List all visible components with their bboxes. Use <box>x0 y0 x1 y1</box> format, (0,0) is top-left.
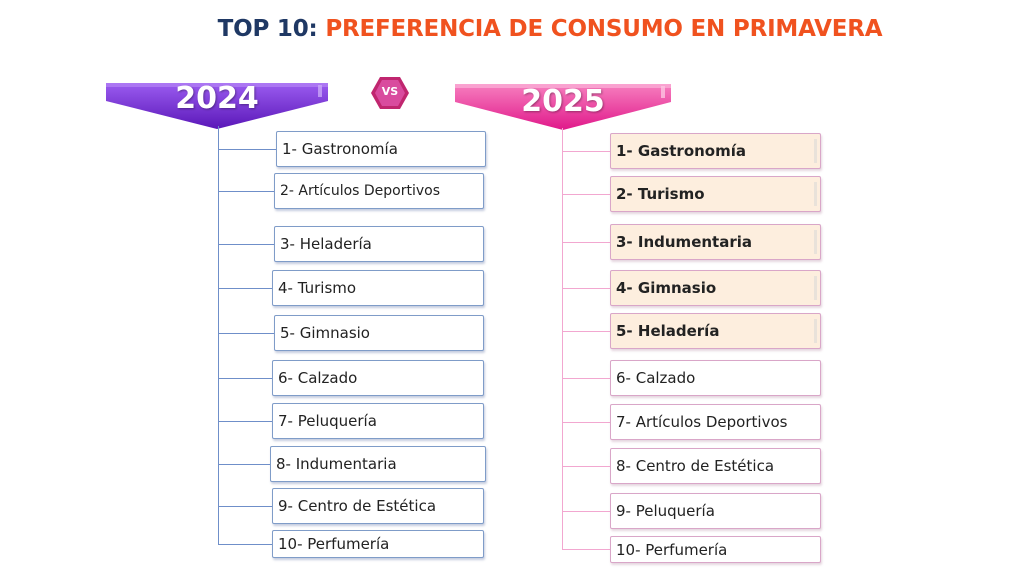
rank-2024-item-3: 3- Heladería <box>274 226 484 262</box>
connector-2025-6 <box>562 378 610 379</box>
connector-2024-10 <box>218 544 272 545</box>
rank-2025-item-2: 2- Turismo <box>610 176 821 212</box>
rank-2024-item-10: 10- Perfumería <box>272 530 484 558</box>
connector-2024-8 <box>218 464 270 465</box>
connector-2025-10 <box>562 549 610 550</box>
rank-2025-item-7: 7- Artículos Deportivos <box>610 404 821 440</box>
rank-2024-item-6: 6- Calzado <box>272 360 484 396</box>
title-main: PREFERENCIA DE CONSUMO EN PRIMAVERA <box>325 16 883 42</box>
connector-2024-4 <box>218 288 272 289</box>
connector-trunk-2024 <box>218 126 219 545</box>
year-2024-label: 2024 <box>175 81 259 116</box>
page-title: TOP 10: PREFERENCIA DE CONSUMO EN PRIMAV… <box>0 16 1024 42</box>
banner-2025: 2025 <box>455 80 671 132</box>
connector-2024-3 <box>218 244 274 245</box>
banner-2024: 2024 <box>106 77 328 129</box>
year-2025-label: 2025 <box>521 84 605 119</box>
connector-2024-7 <box>218 421 272 422</box>
connector-2025-9 <box>562 511 610 512</box>
rank-2024-item-8: 8- Indumentaria <box>270 446 486 482</box>
rank-2025-item-9: 9- Peluquería <box>610 493 821 529</box>
rank-2024-item-7: 7- Peluquería <box>272 403 484 439</box>
rank-2025-item-1: 1- Gastronomía <box>610 133 821 169</box>
rank-2024-item-9: 9- Centro de Estética <box>272 488 484 524</box>
rank-2025-item-8: 8- Centro de Estética <box>610 448 821 484</box>
connector-2025-2 <box>562 194 610 195</box>
connector-2025-5 <box>562 331 610 332</box>
rank-2024-item-1: 1- Gastronomía <box>276 131 486 167</box>
connector-2025-8 <box>562 466 610 467</box>
rank-2024-item-2: 2- Artículos Deportivos <box>274 173 484 209</box>
rank-2025-item-4: 4- Gimnasio <box>610 270 821 306</box>
rank-2025-item-5: 5- Heladería <box>610 313 821 349</box>
vs-label: VS <box>381 85 399 98</box>
connector-trunk-2025 <box>562 128 563 550</box>
connector-2024-6 <box>218 378 272 379</box>
vs-badge: VS <box>370 75 410 111</box>
rank-2025-item-6: 6- Calzado <box>610 360 821 396</box>
connector-2024-1 <box>218 149 276 150</box>
rank-2025-item-10: 10- Perfumería <box>610 536 821 563</box>
connector-2025-7 <box>562 422 610 423</box>
title-prefix: TOP 10: <box>217 16 318 42</box>
connector-2024-9 <box>218 506 272 507</box>
connector-2025-1 <box>562 151 610 152</box>
connector-2025-3 <box>562 242 610 243</box>
rank-2024-item-4: 4- Turismo <box>272 270 484 306</box>
connector-2024-5 <box>218 333 274 334</box>
connector-2025-4 <box>562 288 610 289</box>
rank-2025-item-3: 3- Indumentaria <box>610 224 821 260</box>
connector-2024-2 <box>218 191 274 192</box>
rank-2024-item-5: 5- Gimnasio <box>274 315 484 351</box>
